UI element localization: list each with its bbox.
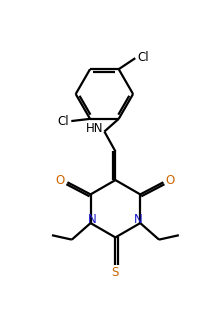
Text: Cl: Cl: [138, 51, 149, 64]
Text: HN: HN: [86, 122, 104, 135]
Text: N: N: [134, 213, 143, 226]
Text: O: O: [56, 174, 65, 187]
Text: O: O: [166, 174, 175, 187]
Text: Cl: Cl: [57, 115, 69, 128]
Text: S: S: [112, 265, 119, 279]
Text: N: N: [88, 213, 97, 226]
